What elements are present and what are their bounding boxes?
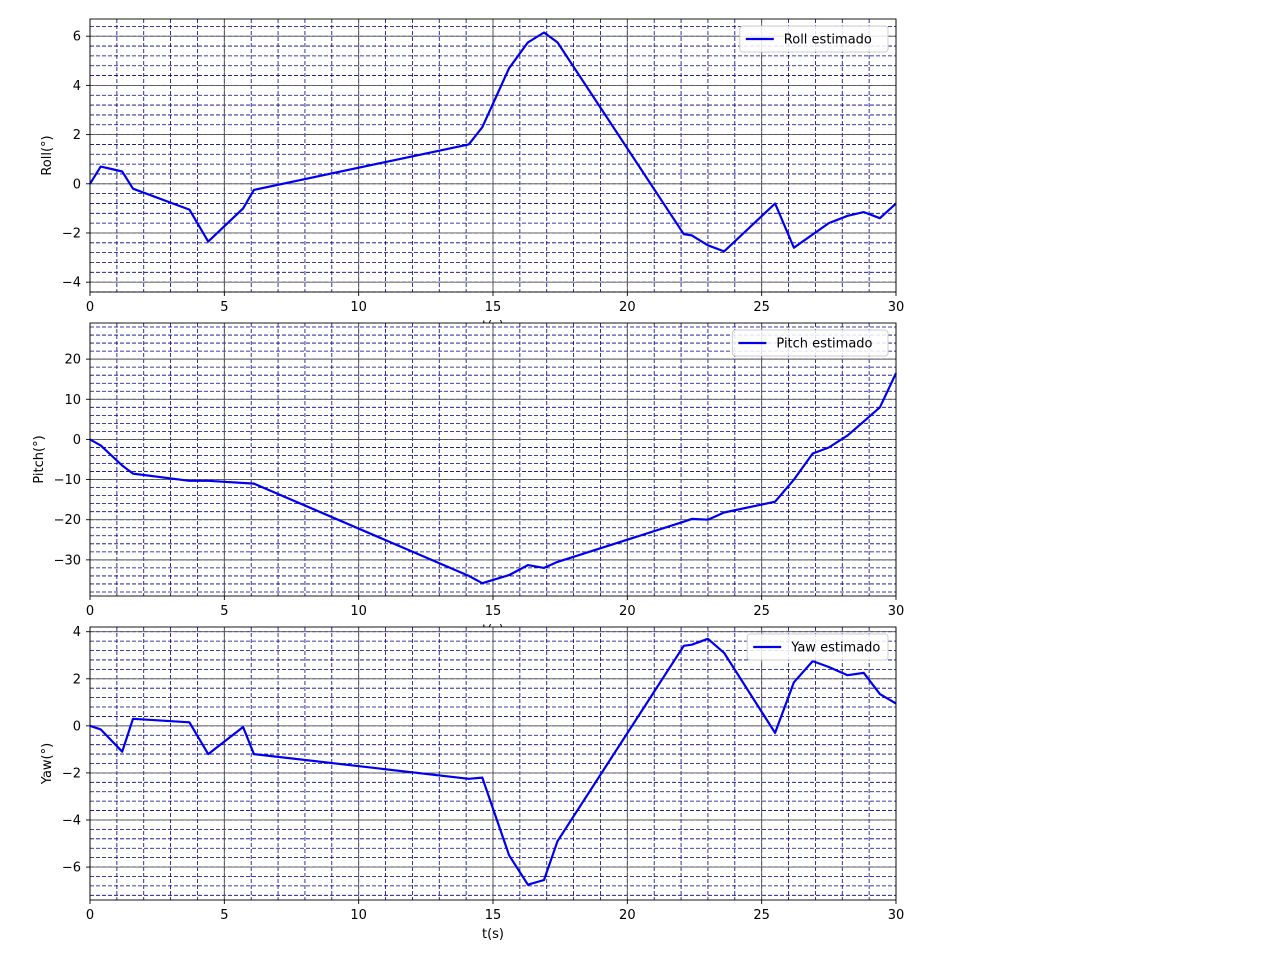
x-tick-label: 0 [86, 908, 94, 923]
x-tick-label: 5 [220, 908, 228, 923]
y-tick-label: −30 [54, 553, 81, 568]
y-tick-label: 2 [73, 128, 81, 143]
y-axis-label: Roll(°) [40, 135, 55, 175]
y-tick-label: 2 [73, 672, 81, 687]
x-tick-label: 5 [220, 604, 228, 619]
x-tick-label: 5 [220, 300, 228, 315]
legend-label: Pitch estimado [776, 337, 872, 352]
series-line-1 [89, 372, 897, 585]
legend-box [739, 25, 889, 53]
series-line-1 [89, 31, 897, 253]
y-tick-label: 4 [73, 79, 81, 94]
x-tick-label: 15 [485, 604, 502, 619]
y-tick-label: −4 [62, 813, 81, 828]
x-tick-label: 10 [350, 300, 367, 315]
x-tick-label: 25 [753, 300, 770, 315]
legend: Roll estimado [739, 25, 889, 53]
y-tick-label: −4 [62, 276, 81, 291]
y-tick-label: 0 [73, 433, 81, 448]
y-tick-label: 4 [73, 625, 81, 640]
x-tick-label: 30 [888, 300, 905, 315]
x-tick-label: 10 [350, 604, 367, 619]
y-tick-label: 10 [64, 393, 81, 408]
y-tick-label: 0 [73, 177, 81, 192]
legend-label: Roll estimado [784, 33, 872, 48]
x-axis-label: t(s) [482, 927, 504, 942]
y-tick-label: −20 [54, 513, 81, 528]
x-tick-label: 15 [485, 300, 502, 315]
legend: Pitch estimado [731, 329, 889, 357]
y-tick-label: −2 [62, 766, 81, 781]
y-axis-label: Yaw(°) [40, 743, 55, 785]
subplot-3: 0 5 10 15 20 25 30 −6 −4 −2 0 2 4 t(s) Yaw(°) Yaw estim… [40, 625, 904, 942]
y-tick-label: 0 [73, 719, 81, 734]
y-tick-label: −10 [54, 473, 81, 488]
x-tick-label: 20 [619, 300, 636, 315]
subplot-2: 051015202530−30−20−1001020t(s)Pitch(°)Pi… [32, 322, 905, 638]
legend: Yaw estimado [746, 633, 889, 661]
y-axis-label: Pitch(°) [32, 435, 47, 483]
y-tick-label: 6 [73, 30, 81, 45]
y-tick-label: 20 [64, 353, 81, 368]
y-tick-label: −2 [62, 226, 81, 241]
x-tick-label: 30 [888, 908, 905, 923]
legend-box [746, 633, 889, 661]
legend-label: Yaw estimado [790, 641, 880, 656]
y-tick-label: −6 [62, 861, 81, 876]
x-tick-label: 15 [485, 908, 502, 923]
x-tick-label: 20 [619, 908, 636, 923]
x-tick-label: 20 [619, 604, 636, 619]
x-tick-label: 25 [753, 908, 770, 923]
x-tick-label: 25 [753, 604, 770, 619]
x-tick-label: 10 [350, 908, 367, 923]
x-tick-label: 0 [86, 300, 94, 315]
x-tick-label: 30 [888, 604, 905, 619]
series-line-1 [89, 637, 897, 886]
x-tick-label: 0 [86, 604, 94, 619]
legend-box [731, 329, 889, 357]
